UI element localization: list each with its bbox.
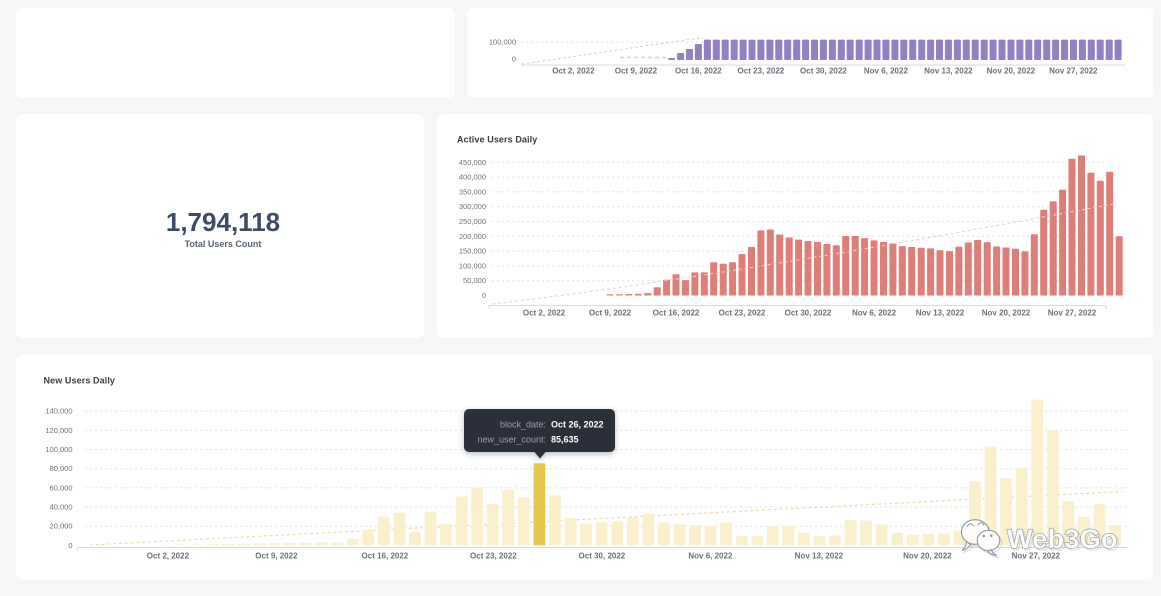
svg-text:Nov 6, 2022: Nov 6, 2022: [864, 67, 909, 76]
svg-text:1,794,118: 1,794,118: [166, 207, 280, 237]
svg-text:200,000: 200,000: [459, 232, 486, 241]
svg-text:300,000: 300,000: [459, 202, 486, 211]
svg-text:Nov 27, 2022: Nov 27, 2022: [1049, 67, 1098, 76]
svg-text:120,000: 120,000: [45, 426, 72, 435]
svg-text:Nov 6, 2022: Nov 6, 2022: [688, 552, 733, 561]
svg-text:60,000: 60,000: [50, 483, 73, 492]
svg-text:Oct 2, 2022: Oct 2, 2022: [523, 309, 566, 318]
svg-text:new_user_count:: new_user_count:: [477, 435, 546, 445]
svg-text:Nov 13, 2022: Nov 13, 2022: [916, 309, 965, 318]
svg-text:450,000: 450,000: [459, 158, 486, 167]
svg-text:140,000: 140,000: [45, 407, 72, 416]
svg-text:Oct 16, 2022: Oct 16, 2022: [362, 552, 409, 561]
svg-text:Oct 30, 2022: Oct 30, 2022: [800, 67, 847, 76]
svg-text:block_date:: block_date:: [500, 420, 546, 430]
svg-text:Oct 9, 2022: Oct 9, 2022: [589, 309, 632, 318]
svg-text:Oct 23, 2022: Oct 23, 2022: [719, 309, 766, 318]
svg-text:400,000: 400,000: [459, 173, 486, 182]
svg-text:Nov 27, 2022: Nov 27, 2022: [1012, 552, 1061, 561]
svg-text:Nov 13, 2022: Nov 13, 2022: [795, 552, 844, 561]
svg-text:40,000: 40,000: [50, 503, 73, 512]
svg-text:Oct 26, 2022: Oct 26, 2022: [551, 420, 604, 430]
svg-text:100,000: 100,000: [45, 445, 72, 454]
svg-text:0: 0: [512, 55, 516, 64]
svg-text:100,000: 100,000: [489, 38, 516, 47]
svg-text:100,000: 100,000: [459, 261, 486, 270]
svg-text:Nov 20, 2022: Nov 20, 2022: [982, 309, 1031, 318]
svg-text:Total Users Count: Total Users Count: [185, 239, 262, 249]
svg-text:150,000: 150,000: [459, 247, 486, 256]
svg-text:85,635: 85,635: [551, 435, 579, 445]
svg-text:250,000: 250,000: [459, 217, 486, 226]
svg-text:Oct 9, 2022: Oct 9, 2022: [255, 552, 298, 561]
svg-text:0: 0: [68, 541, 72, 550]
svg-text:0: 0: [482, 291, 486, 300]
svg-text:Nov 13, 2022: Nov 13, 2022: [924, 67, 973, 76]
svg-text:Nov 20, 2022: Nov 20, 2022: [987, 67, 1036, 76]
svg-text:Oct 16, 2022: Oct 16, 2022: [653, 309, 700, 318]
svg-text:Nov 6, 2022: Nov 6, 2022: [852, 309, 897, 318]
svg-text:350,000: 350,000: [459, 187, 486, 196]
svg-text:Web3Go: Web3Go: [1007, 524, 1118, 554]
svg-text:Oct 2, 2022: Oct 2, 2022: [147, 552, 190, 561]
svg-text:Oct 30, 2022: Oct 30, 2022: [579, 552, 626, 561]
svg-text:Nov 20, 2022: Nov 20, 2022: [903, 552, 952, 561]
svg-text:80,000: 80,000: [50, 464, 73, 473]
svg-text:20,000: 20,000: [50, 522, 73, 531]
svg-text:Oct 9, 2022: Oct 9, 2022: [615, 67, 658, 76]
svg-text:Oct 16, 2022: Oct 16, 2022: [675, 67, 722, 76]
svg-text:Oct 23, 2022: Oct 23, 2022: [738, 67, 785, 76]
svg-text:New Users Daily: New Users Daily: [44, 376, 116, 386]
svg-text:Nov 27, 2022: Nov 27, 2022: [1048, 309, 1097, 318]
svg-text:Oct 30, 2022: Oct 30, 2022: [785, 309, 832, 318]
svg-text:Oct 2, 2022: Oct 2, 2022: [552, 67, 595, 76]
svg-text:Oct 23, 2022: Oct 23, 2022: [470, 552, 517, 561]
svg-text:Web3Go: Web3Go: [1009, 526, 1120, 556]
svg-text:Active Users Daily: Active Users Daily: [457, 135, 537, 145]
svg-text:50,000: 50,000: [463, 276, 486, 285]
